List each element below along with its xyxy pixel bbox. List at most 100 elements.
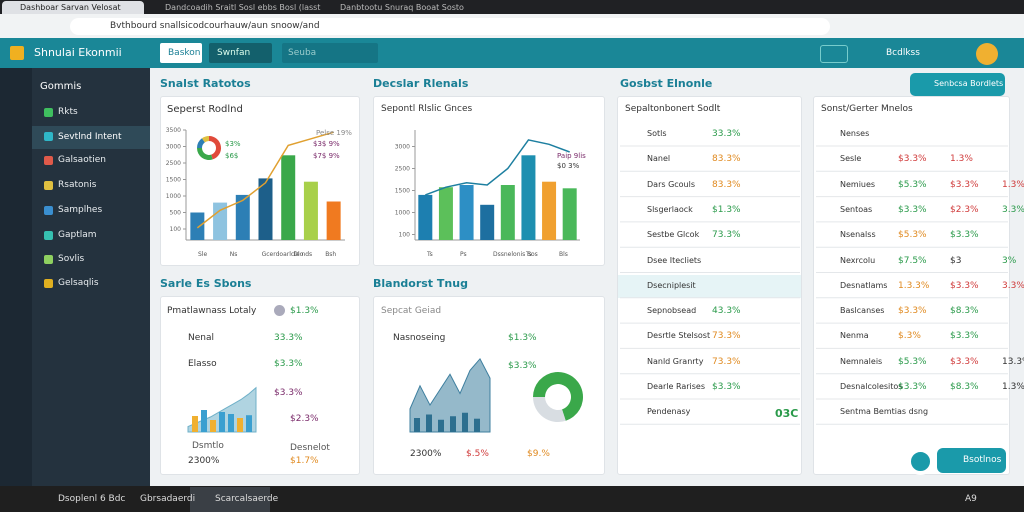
row-value: $3.3% — [950, 280, 979, 291]
row-value: $1.3% — [508, 333, 537, 343]
bar — [237, 418, 243, 432]
url[interactable]: Bvthbourd snallsicodcourhauw/aun snoow/a… — [70, 18, 830, 35]
fab-button[interactable]: Bsotlnos — [937, 448, 1006, 473]
row-value: $3.3% — [950, 356, 979, 367]
action-button[interactable]: Senbcsa Bordlets — [910, 73, 1005, 96]
chart-label: $.5% — [466, 449, 489, 459]
y-tick-label: 1500 — [395, 188, 410, 195]
row-label: Sepnobsead — [647, 306, 697, 316]
x-label: Bls — [559, 251, 568, 258]
tab[interactable]: Dandcoadih Sraitl Sosl ebbs Bosl (lasst — [165, 3, 321, 12]
row-value: $3.3% — [950, 230, 979, 241]
row-value: $3.3% — [274, 359, 303, 369]
row-label: Sestbe Glcok — [647, 230, 700, 240]
row-value: 3.3% — [1002, 280, 1024, 291]
chart-label: $0 3% — [557, 162, 580, 170]
line — [425, 139, 570, 196]
taskbar-item[interactable]: Gbrsadaerdi — [140, 494, 196, 504]
row-label: Nenses — [840, 129, 870, 138]
chart-label: Paip 9lis — [557, 152, 586, 160]
pie-slice — [209, 136, 221, 160]
bar — [480, 204, 495, 240]
taskbar-item[interactable]: Scarcalsaerde — [215, 494, 279, 504]
row-label: Sotls — [647, 129, 667, 138]
y-tick-label: 1000 — [166, 193, 181, 200]
sidebar-item: Sovlis — [58, 254, 85, 264]
row-value: $3.3% — [950, 179, 979, 190]
row-label: Elasso — [188, 359, 217, 369]
avatar[interactable] — [976, 43, 998, 65]
x-label: Ts — [426, 251, 433, 258]
clock: A9 — [965, 494, 977, 504]
tab[interactable]: Dashboar Sarvan Velosat — [2, 1, 144, 14]
row-label: Nanel — [647, 154, 671, 164]
sidebar-icon — [44, 108, 53, 117]
row-value: 1.3% — [1002, 179, 1024, 190]
y-tick-label: 3000 — [395, 144, 410, 151]
bar — [235, 194, 250, 240]
row-label: Dars Gcouls — [647, 179, 696, 189]
row-label: Nasnoseing — [393, 333, 446, 343]
card-title: Sonst/Gerter Mnelos — [821, 104, 913, 114]
bar — [474, 418, 480, 432]
fab[interactable] — [907, 448, 934, 475]
row-value: 43.3% — [712, 306, 741, 317]
row-value: $5.3% — [898, 356, 927, 367]
row-value: 3% — [1002, 255, 1017, 266]
row-value: $5.3% — [898, 179, 927, 190]
sidebar-icon — [44, 279, 53, 288]
chart-label: $1.7% — [290, 456, 319, 466]
pie-slice — [201, 136, 209, 143]
sidebar-icon — [44, 231, 53, 240]
y-tick-label: 2500 — [166, 160, 181, 167]
row-value: 1.3% — [950, 154, 973, 165]
row-value: $5.3% — [898, 230, 927, 241]
taskbar-item[interactable]: Dsoplenl 6 Bdc — [58, 494, 126, 504]
x-label: Dssnelonis Sos — [493, 251, 538, 258]
row-label: Nemnaleis — [840, 356, 883, 366]
row-value: 73.3% — [712, 331, 741, 342]
search[interactable]: Seuba — [282, 43, 378, 63]
bar — [246, 415, 252, 432]
pie-slice — [197, 148, 213, 160]
x-label: Ns — [230, 251, 238, 258]
bar — [562, 188, 577, 240]
tab[interactable]: Danbtootu Snuraq Booat Sosto — [340, 3, 464, 12]
row-value: $3.3% — [712, 382, 741, 392]
row-label: Sentma Bemtias dsng — [840, 407, 929, 417]
row-label: Desnatlams — [840, 280, 888, 290]
sidebar-item: Rkts — [58, 107, 78, 117]
chart-label: Desnelot — [290, 443, 330, 453]
dropdown[interactable]: Swnfan — [209, 43, 272, 63]
card-title: Sepontl Rlslic Gnces — [381, 104, 473, 114]
bar — [219, 412, 225, 432]
logo — [10, 46, 24, 60]
y-tick-label: 1000 — [395, 210, 410, 217]
icon-button[interactable] — [820, 45, 848, 63]
y-tick-label: 3000 — [166, 144, 181, 151]
tab-bar — [0, 0, 1024, 14]
row-label: Desnalcolesitos — [840, 382, 903, 391]
row-value: 83.3% — [712, 179, 741, 190]
bar — [438, 187, 453, 240]
app-title: Shnulai Ekonmii — [34, 46, 122, 59]
sidebar-heading: Gommis — [40, 81, 82, 92]
card-title: Sepaltonbonert Sodlt — [625, 104, 721, 114]
card-title: Seperst Rodlnd — [167, 104, 243, 115]
chart-label: $6$ — [225, 152, 238, 160]
bar — [542, 181, 557, 240]
row-label: Nenma — [840, 331, 869, 341]
row-value: $3.3% — [950, 331, 979, 342]
button[interactable]: Baskon — [160, 43, 202, 63]
card-title: Sepcat Geiad — [381, 306, 442, 316]
bar — [500, 185, 515, 240]
line — [196, 131, 334, 229]
user-name[interactable]: Bcdlkss — [886, 48, 920, 58]
sidebar-icon — [44, 206, 53, 215]
row-value: $.3% — [898, 331, 921, 342]
sidebar-item: Samplhes — [58, 205, 103, 215]
row-label: Dsecniplesit — [647, 280, 696, 290]
x-label: Dlo — [293, 251, 303, 258]
area — [409, 357, 491, 433]
